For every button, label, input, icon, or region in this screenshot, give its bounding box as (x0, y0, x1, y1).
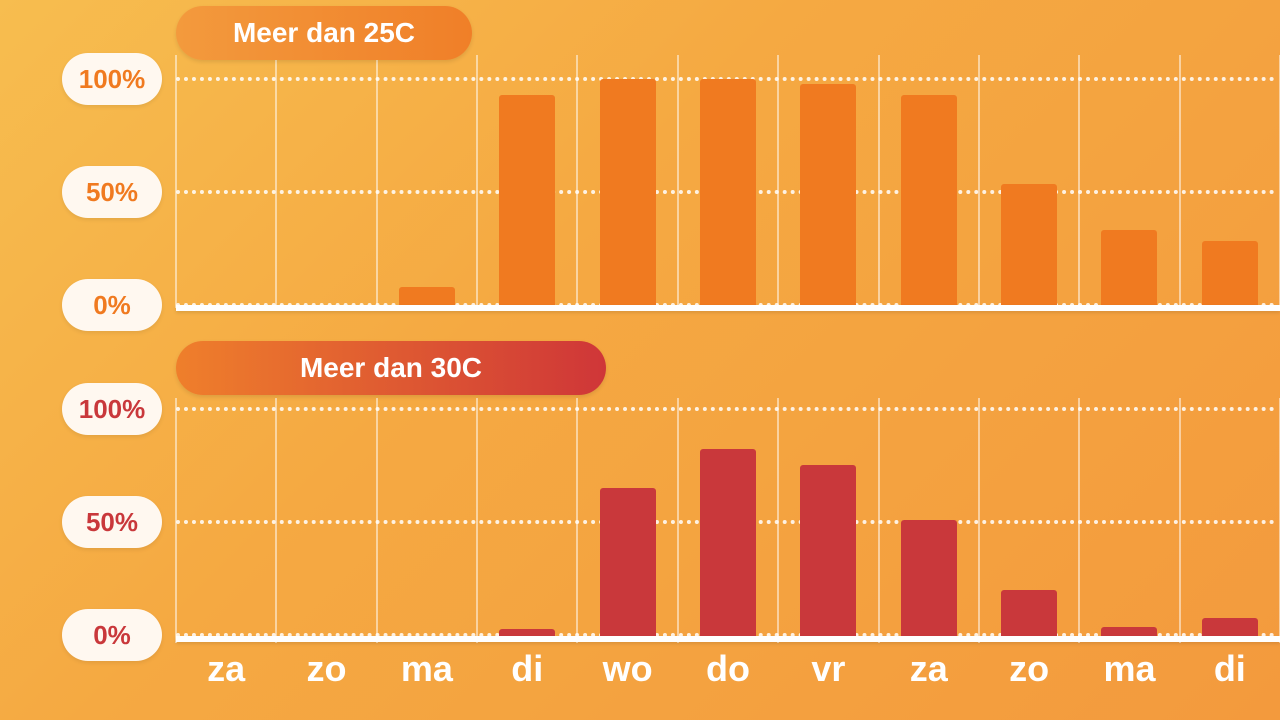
column-separator (275, 55, 277, 308)
x-axis-label: wo (578, 648, 678, 690)
bar (1101, 230, 1157, 305)
bar (499, 95, 555, 305)
x-axis-label: zo (979, 648, 1079, 690)
column-separator (576, 55, 578, 308)
bar (800, 84, 856, 305)
y-axis-label: 0% (62, 279, 162, 331)
y-axis-label: 50% (62, 166, 162, 218)
bar (700, 79, 756, 305)
bar (901, 95, 957, 305)
bar (800, 465, 856, 636)
y-axis-label: 100% (62, 383, 162, 435)
bar (600, 488, 656, 636)
x-axis-label: za (176, 648, 276, 690)
x-axis-label: di (477, 648, 577, 690)
bar (600, 79, 656, 305)
column-separator (476, 55, 478, 308)
x-axis-label: ma (377, 648, 477, 690)
bar (499, 629, 555, 636)
baseline (176, 305, 1280, 311)
gridline (176, 407, 1275, 411)
y-axis-label: 100% (62, 53, 162, 105)
baseline (176, 636, 1280, 642)
column-separator (1078, 55, 1080, 308)
x-axis-label: di (1180, 648, 1280, 690)
bar (1202, 241, 1258, 305)
column-separator (1179, 55, 1181, 308)
column-separator (376, 55, 378, 308)
x-axis-label: zo (277, 648, 377, 690)
column-separator (878, 55, 880, 308)
y-axis-label: 50% (62, 496, 162, 548)
x-axis: zazomadiwodovrzazomadi (176, 648, 1280, 708)
y-axis-label: 0% (62, 609, 162, 661)
x-axis-label: za (879, 648, 979, 690)
x-axis-label: vr (778, 648, 878, 690)
x-axis-label: do (678, 648, 778, 690)
bar (399, 287, 455, 305)
column-separator (677, 55, 679, 308)
column-separator (175, 55, 177, 308)
x-axis-label: ma (1079, 648, 1179, 690)
chart-title-2: Meer dan 30C (176, 341, 606, 395)
column-separator (777, 55, 779, 308)
bar (1001, 590, 1057, 636)
bar (700, 449, 756, 636)
bar (1202, 618, 1258, 636)
bar (1101, 627, 1157, 636)
bar (901, 520, 957, 636)
bar (1001, 184, 1057, 305)
chart-title-1: Meer dan 25C (176, 6, 472, 60)
column-separator (978, 55, 980, 308)
